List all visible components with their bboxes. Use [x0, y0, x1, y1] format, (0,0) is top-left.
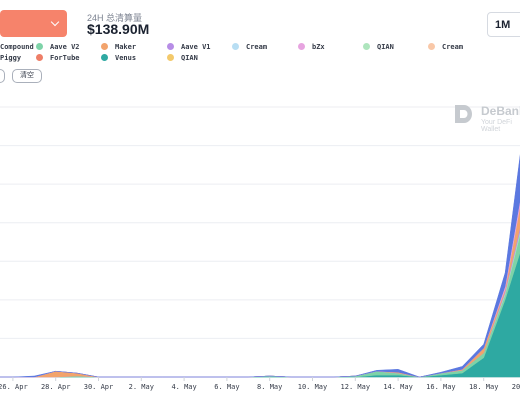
- legend-label: QIAN: [181, 54, 198, 62]
- legend-item[interactable]: Aave V1: [167, 42, 211, 53]
- series-area-aave-v2[interactable]: [0, 208, 520, 378]
- series-area-qian[interactable]: [0, 204, 520, 378]
- liquidation-24h-value: $138.90M: [87, 21, 150, 37]
- x-tick-label: 2. May: [129, 383, 154, 391]
- legend-label: ForTube: [50, 54, 80, 62]
- legend-swatch: [101, 43, 108, 50]
- legend-swatch: [232, 43, 239, 50]
- series-area-maker[interactable]: [0, 171, 520, 378]
- legend-label: bZx: [312, 43, 325, 51]
- legend-item[interactable]: Cream: [232, 42, 267, 53]
- legend-label: Cream: [442, 43, 464, 51]
- x-tick-label: 26. Apr: [0, 383, 28, 391]
- x-tick-label: 4. May: [171, 383, 196, 391]
- protocol-selector-button[interactable]: [0, 10, 67, 37]
- legend-label: Aave V2: [50, 43, 80, 51]
- legend-swatch: [363, 43, 370, 50]
- legend-item[interactable]: Cream: [428, 42, 463, 53]
- legend-item[interactable]: Maker: [101, 42, 136, 53]
- x-tick-label: 30. Apr: [84, 383, 114, 391]
- legend-swatch: [36, 43, 43, 50]
- legend-label: Compound: [0, 43, 34, 51]
- legend-swatch: [167, 43, 174, 50]
- legend-swatch: [298, 43, 305, 50]
- legend-label: Cream: [246, 43, 268, 51]
- legend-label: Maker: [115, 43, 137, 51]
- series-area-aave-v1[interactable]: [0, 200, 520, 378]
- legend-item[interactable]: ForTube: [36, 53, 80, 64]
- x-tick-label: 18. May: [469, 383, 499, 391]
- x-tick-label: 6. May: [214, 383, 239, 391]
- legend-swatch: [101, 54, 108, 61]
- legend-swatch: [167, 54, 174, 61]
- x-tick-label: 14. May: [383, 383, 413, 391]
- series-area-compound[interactable]: [0, 105, 520, 378]
- series-area-venus[interactable]: [0, 232, 520, 378]
- chart-legend: Compound Aave V2 Maker Aave V1 Cream bZx…: [0, 42, 520, 64]
- x-tick-label: 8. May: [257, 383, 282, 391]
- x-tick-label: 10. May: [298, 383, 328, 391]
- legend-swatch: [36, 54, 43, 61]
- legend-item[interactable]: Piggy: [0, 53, 21, 64]
- legend-label: Aave V1: [181, 43, 211, 51]
- legend-label: Venus: [115, 54, 137, 62]
- x-tick-label: 28. Apr: [41, 383, 71, 391]
- legend-item[interactable]: QIAN: [363, 42, 394, 53]
- watermark-tagline: Your DeFi Wallet: [481, 119, 512, 133]
- legend-swatch: [428, 43, 435, 50]
- legend-item[interactable]: Compound: [0, 42, 34, 53]
- x-tick-label: 20. May: [512, 383, 520, 391]
- legend-item[interactable]: Venus: [101, 53, 136, 64]
- legend-label: Piggy: [0, 54, 22, 62]
- liquidation-24h-label: 24H 总清算量: [87, 13, 143, 23]
- legend-item[interactable]: bZx: [298, 42, 325, 53]
- legend-item[interactable]: QIAN: [167, 53, 198, 64]
- legend-label: QIAN: [377, 43, 394, 51]
- debank-logo-icon: [455, 105, 472, 123]
- time-range-button[interactable]: 1M: [487, 12, 520, 37]
- x-tick-label: 12. May: [341, 383, 371, 391]
- x-tick-label: 16. May: [426, 383, 456, 391]
- watermark-name: DeBank: [481, 104, 520, 118]
- legend-item[interactable]: Aave V2: [36, 42, 80, 53]
- clear-button[interactable]: 清空: [12, 69, 42, 83]
- series-area-bzx[interactable]: [0, 163, 520, 378]
